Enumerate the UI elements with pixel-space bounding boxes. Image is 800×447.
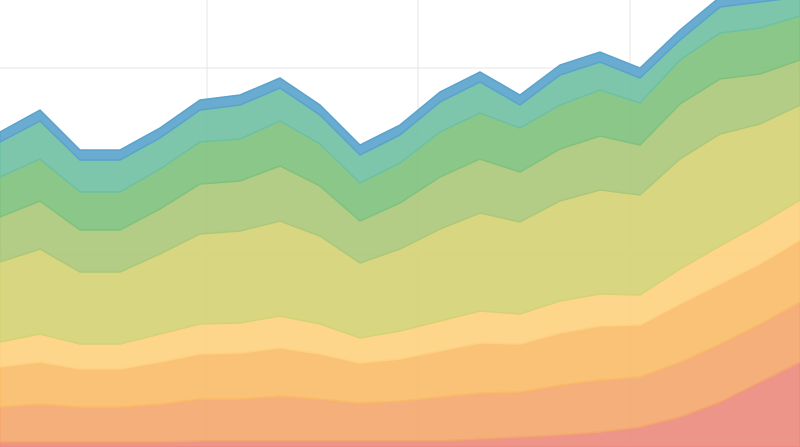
area <box>0 0 783 161</box>
